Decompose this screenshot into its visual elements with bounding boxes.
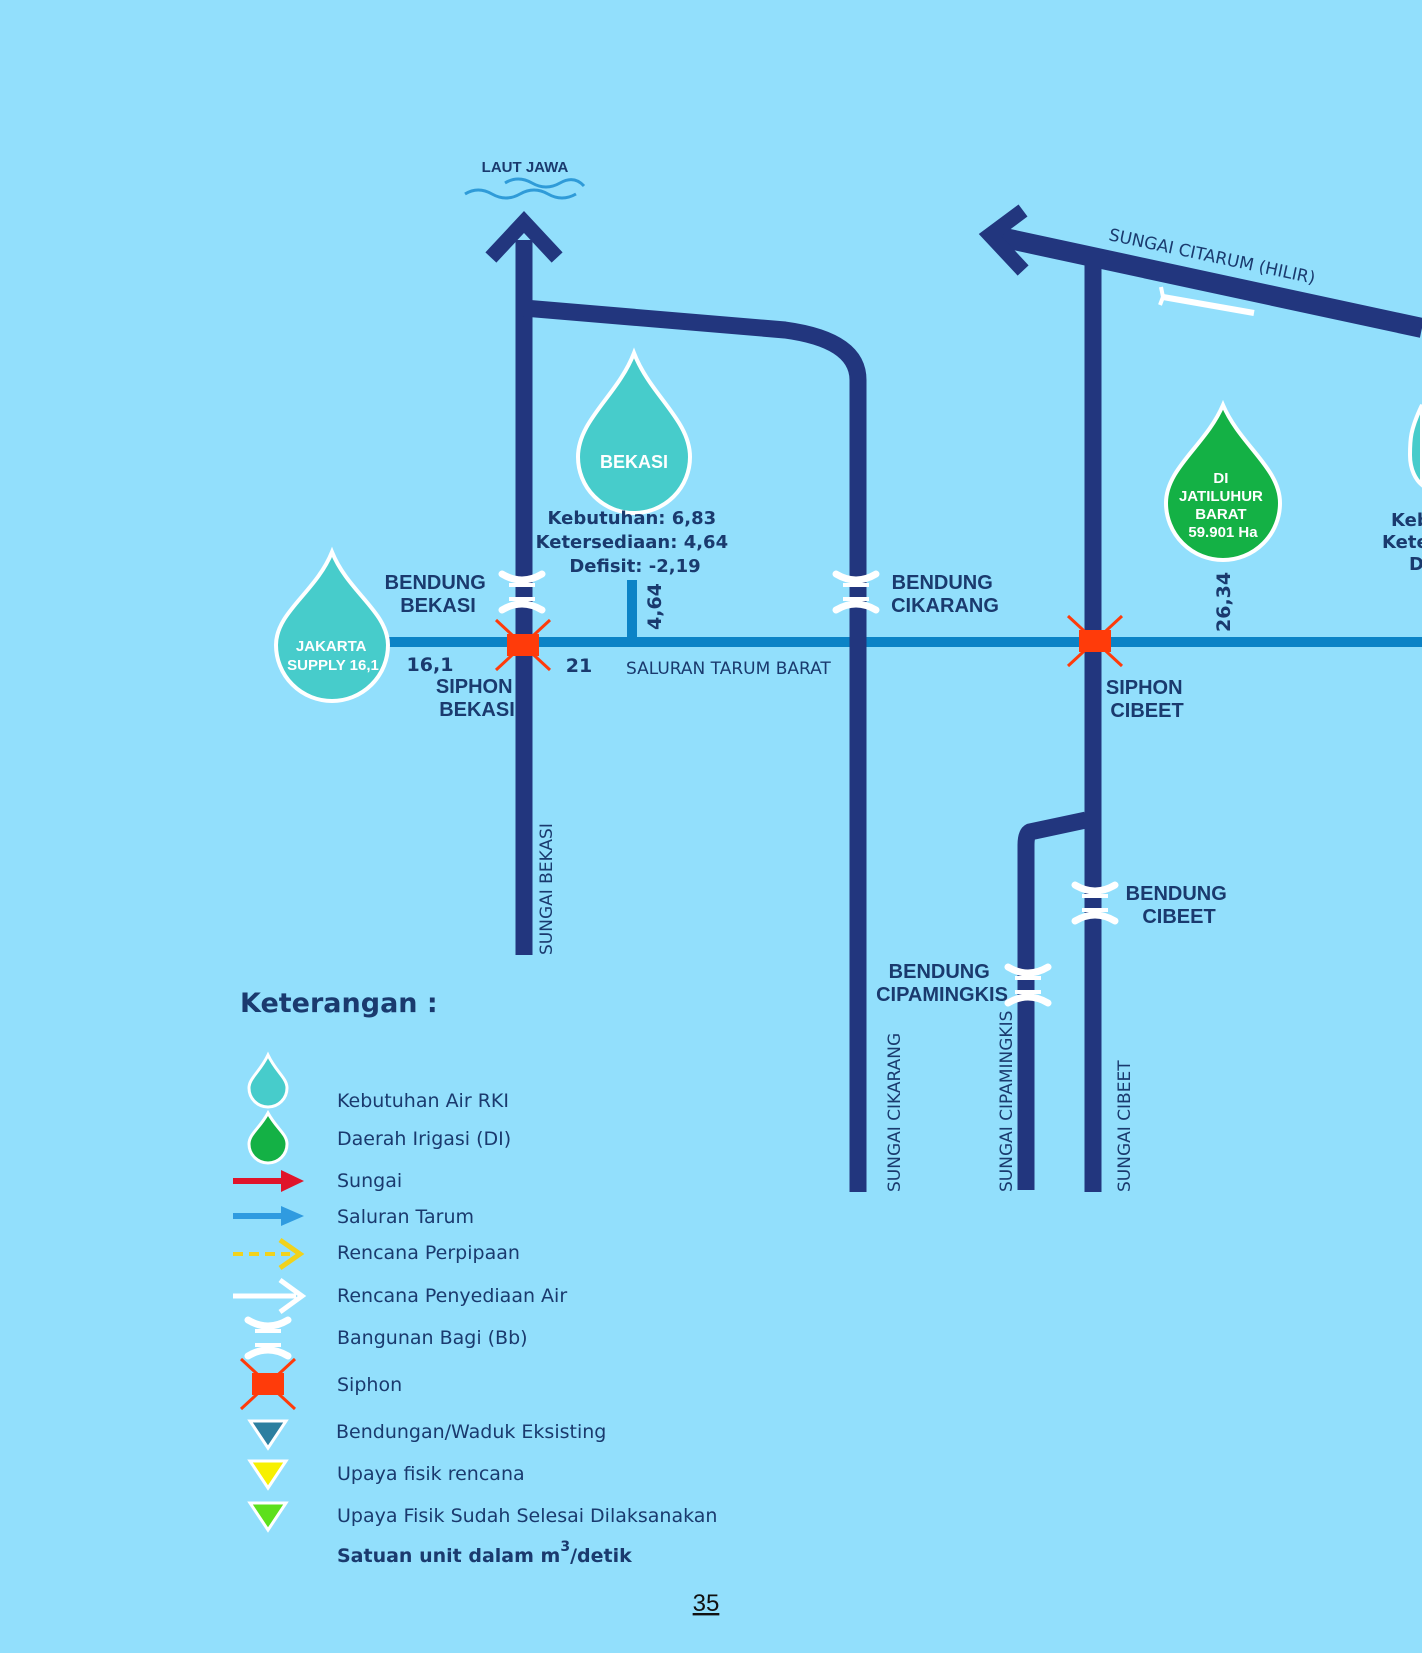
siphon-bekasi-label: SIPHON BEKASI: [436, 676, 518, 721]
river-cibeet-label: SUNGAI CIBEET: [1115, 1060, 1135, 1192]
bendung-cibeet-label: BENDUNG CIBEET: [1126, 883, 1233, 928]
river-citarum-arrowhead: [978, 204, 1029, 276]
drop-jakarta-icon: [273, 546, 391, 703]
legend-saluran-icon: [233, 1206, 304, 1226]
planned-supply-arrow: [1158, 286, 1255, 316]
legend: Keterangan : Kebutuhan Air RKI Daerah Ir…: [233, 988, 717, 1567]
legend-di-icon: [247, 1109, 289, 1165]
canal-tarum-barat: [380, 580, 1422, 647]
legend-saluran-label: Saluran Tarum: [337, 1206, 474, 1228]
legend-sungai-icon: [233, 1170, 304, 1192]
siphon-cibeet-label: SIPHON CIBEET: [1106, 677, 1188, 722]
river-bekasi-label: SUNGAI BEKASI: [537, 823, 557, 955]
legend-upaya-selesai-label: Upaya Fisik Sudah Selesai Dilaksanakan: [337, 1505, 717, 1527]
flow-after-siphon: 21: [566, 655, 592, 677]
drop-partial-icon: [1407, 404, 1422, 488]
drop-jatiluhur-label: DI JATILUHUR BARAT 59.901 Ha: [1179, 470, 1267, 541]
legend-siphon-icon: [239, 1357, 297, 1411]
drop-jakarta-label: JAKARTA SUPPLY 16,1: [287, 638, 379, 674]
bendung-cipamingkis-label: BENDUNG CIPAMINGKIS: [876, 961, 1008, 1006]
sea-waves-icon: [464, 177, 586, 200]
legend-penyediaan-icon: [233, 1277, 307, 1315]
legend-sungai-label: Sungai: [337, 1170, 402, 1192]
page-number: 35: [693, 1590, 720, 1617]
legend-upaya-rencana-label: Upaya fisik rencana: [337, 1463, 525, 1485]
river-cikarang-label: SUNGAI CIKARANG: [885, 1033, 905, 1192]
legend-di-label: Daerah Irigasi (DI): [337, 1128, 511, 1150]
flow-jatiluhur: 26,34: [1213, 572, 1235, 632]
legend-perpipaan-label: Rencana Perpipaan: [337, 1242, 520, 1264]
drop-jatiluhur-icon: [1163, 399, 1283, 562]
legend-upaya-rencana-icon: [247, 1459, 289, 1491]
legend-bagi-icon: [248, 1320, 288, 1356]
legend-siphon-label: Siphon: [337, 1374, 402, 1396]
river-cikarang: [523, 299, 867, 1192]
legend-perpipaan-icon: [233, 1237, 305, 1271]
river-bekasi-arrowhead: [485, 211, 563, 263]
flow-bekasi-offtake: 4,64: [644, 583, 666, 630]
bendung-bekasi-label: BENDUNG BEKASI: [385, 572, 492, 617]
bendung-cikarang-label: BENDUNG CIKARANG: [891, 572, 999, 617]
river-cipamingkis-label: SUNGAI CIPAMINGKIS: [997, 1011, 1017, 1192]
legend-rki-icon: [247, 1051, 289, 1109]
river-cipamingkis: [1017, 811, 1088, 1190]
drop-bekasi-label: BEKASI: [600, 452, 668, 472]
canal-label: SALURAN TARUM BARAT: [626, 659, 831, 679]
legend-penyediaan-label: Rencana Penyediaan Air: [337, 1285, 567, 1307]
sea-label: LAUT JAWA: [482, 159, 569, 176]
bekasi-balance-info: Kebutuhan: 6,83 Ketersediaan: 4,64 Defis…: [536, 508, 735, 577]
legend-upaya-selesai-icon: [247, 1501, 289, 1533]
legend-bendungan-label: Bendungan/Waduk Eksisting: [336, 1421, 606, 1443]
partial-info: Keb Kete D: [1382, 510, 1422, 575]
unit-note: Satuan unit dalam m3/detik: [337, 1539, 632, 1567]
river-citarum: [997, 227, 1422, 338]
legend-rki-label: Kebutuhan Air RKI: [337, 1090, 509, 1112]
legend-bagi-label: Bangunan Bagi (Bb): [337, 1327, 528, 1349]
drop-bekasi-icon: [575, 347, 693, 515]
legend-title: Keterangan :: [240, 988, 438, 1019]
legend-bendungan-icon: [247, 1419, 289, 1451]
flow-jakarta: 16,1: [407, 654, 454, 676]
